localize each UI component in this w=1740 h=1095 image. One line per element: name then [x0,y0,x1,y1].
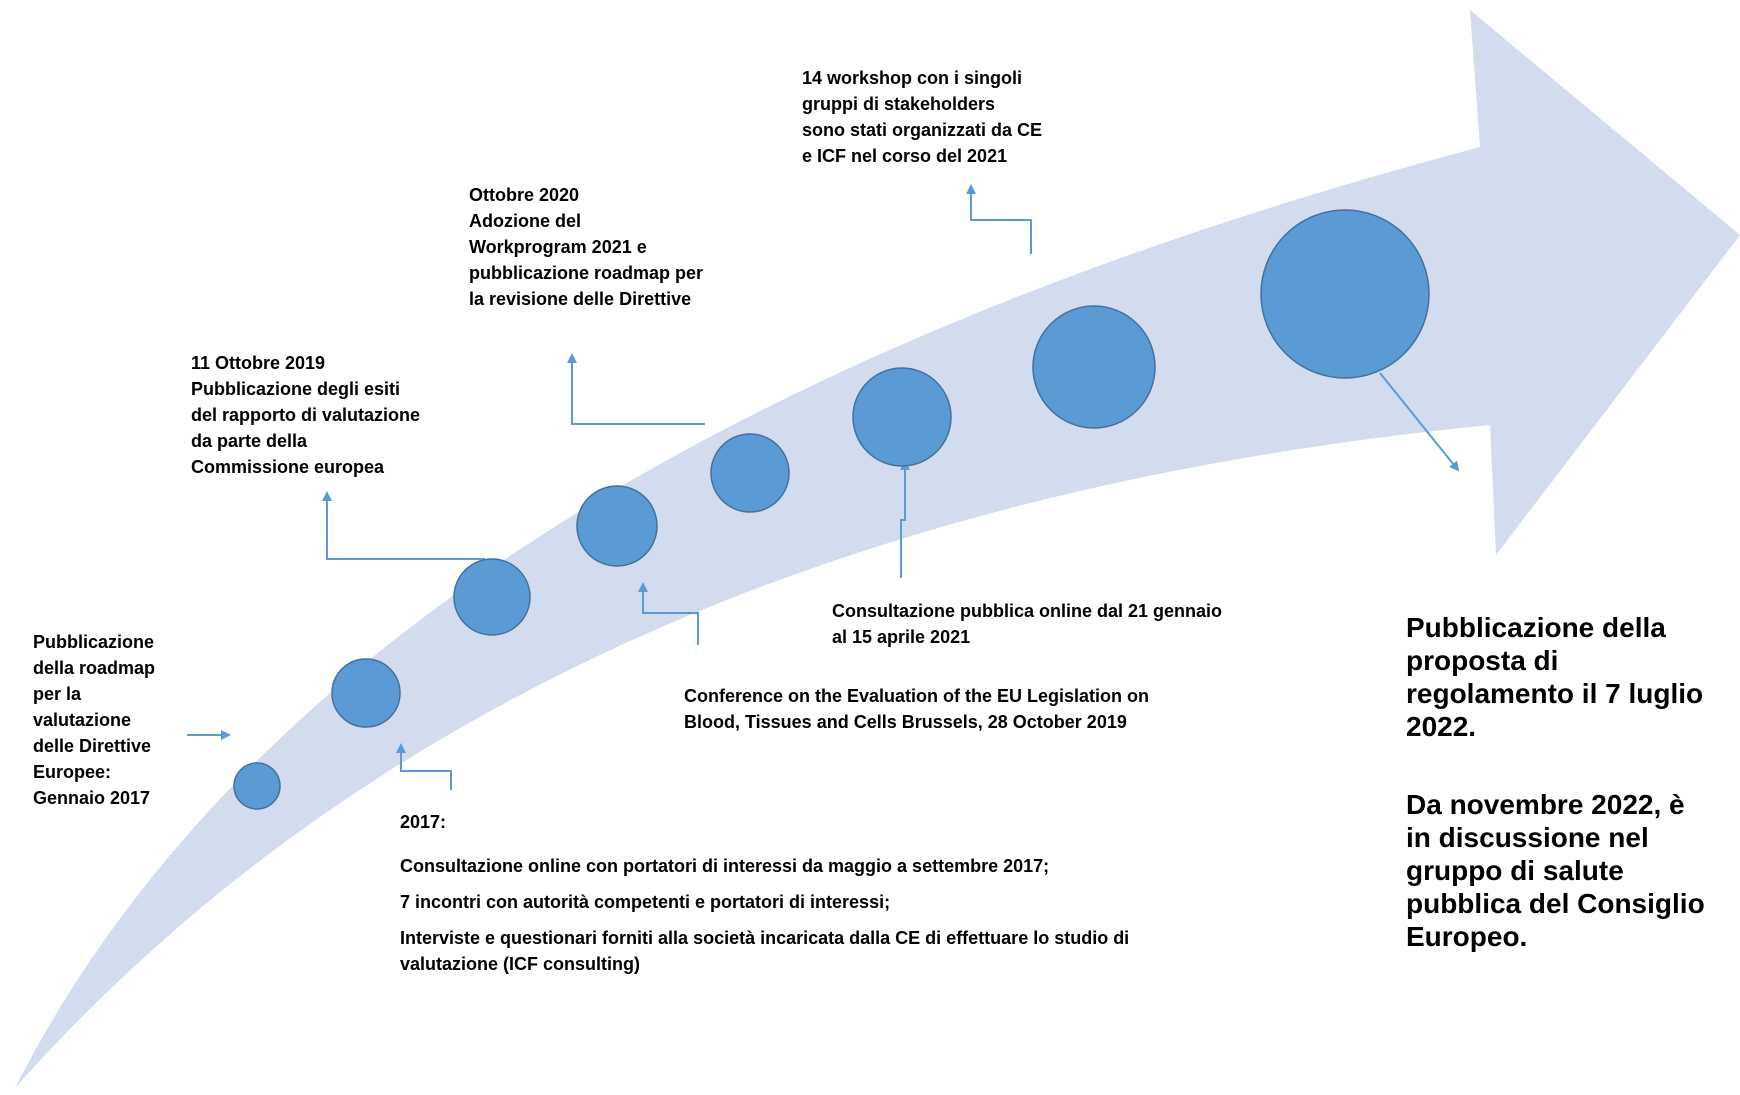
milestone-circle-4 [576,485,658,567]
block-2017-activities: 2017: Consultazione online con portatori… [400,809,1300,987]
connector-evaluation [322,491,485,560]
final-discussion-text: Da novembre 2022, è in discussione nel g… [1406,789,1705,952]
label-conference-2019: Conference on the Evaluation of the EU L… [684,686,1150,732]
milestone-circle-8 [1260,209,1430,379]
connector-workshops [966,184,1032,254]
connector-conference [638,582,699,645]
block-2017-line1: Consultazione online con portatori di in… [400,856,1050,876]
milestone-circle-6 [852,367,952,467]
label-evaluation-2019: 11 Ottobre 2019 Pubblicazione degli esit… [191,353,421,477]
connector-proposal [1379,372,1460,472]
label-workprogram-2020: Ottobre 2020 Adozione del Workprogram 20… [469,185,704,309]
milestone-circle-7 [1032,305,1156,429]
block-2017-heading: 2017: [400,812,447,832]
label-public-consultation-2021: Consultazione pubblica online dal 21 gen… [832,601,1223,647]
block-2017-line3: Interviste e questionari forniti alla so… [400,928,1130,974]
milestone-circle-3 [453,558,531,636]
milestone-circle-1 [233,762,281,810]
connector-consultation [900,460,910,578]
connector-2017 [396,743,452,790]
label-roadmap-2017: Pubblicazione della roadmap per la valut… [33,632,156,808]
connector-workprogram [567,353,705,425]
milestone-circle-2 [331,658,401,728]
milestone-circle-5 [710,433,790,513]
label-workshops-2021: 14 workshop con i singoli gruppi di stak… [802,68,1043,166]
block-2017-line2: 7 incontri con autorità competenti e por… [400,892,891,912]
final-proposal-text: Pubblicazione della proposta di regolame… [1406,612,1704,742]
